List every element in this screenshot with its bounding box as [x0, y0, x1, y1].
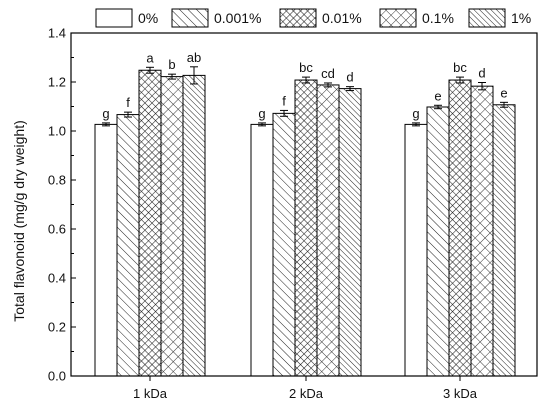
bar [316, 84, 340, 377]
legend-label: 0% [138, 10, 158, 26]
data-label: e [434, 88, 441, 103]
y-tick-label: 0.0 [48, 369, 66, 384]
bar [160, 76, 184, 377]
legend-label: 1% [511, 10, 531, 26]
data-label: g [412, 106, 419, 121]
y-tick-label: 0.4 [48, 271, 66, 286]
bar [250, 123, 274, 377]
data-label: d [346, 70, 353, 85]
bar [294, 79, 318, 377]
y-tick-label: 0.8 [48, 173, 66, 188]
bar [94, 123, 118, 377]
data-label: f [126, 95, 130, 110]
legend-label: 0.001% [214, 10, 261, 26]
data-label: cd [321, 66, 335, 81]
bar [404, 123, 428, 377]
bar [426, 106, 450, 377]
y-tick-label: 0.2 [48, 320, 66, 335]
legend-swatch [279, 8, 317, 28]
bar [272, 112, 296, 377]
legend-swatch [379, 8, 417, 28]
y-tick-label: 1.4 [48, 26, 66, 41]
bar [470, 85, 494, 377]
legend-swatch [171, 8, 209, 28]
y-tick-label: 1.2 [48, 75, 66, 90]
bar [338, 88, 362, 377]
data-label: e [500, 85, 507, 100]
axes: 0.0 0.2 0.4 0.6 0.8 1.0 1.2 1.4 1 kDa 2 kDa 3 kDa [48, 26, 538, 401]
legend-label: 0.01% [322, 10, 362, 26]
legend-label: 0.1% [422, 10, 454, 26]
y-tick-label: 0.6 [48, 222, 66, 237]
x-tick-label: 2 kDa [289, 386, 324, 401]
data-label: a [146, 50, 154, 65]
bar [182, 74, 206, 377]
bar [492, 104, 516, 377]
y-tick-label: 1.0 [48, 124, 66, 139]
data-label: g [102, 106, 109, 121]
bar [138, 69, 162, 377]
bar [116, 114, 140, 377]
x-tick-label: 1 kDa [133, 386, 168, 401]
legend-swatch [95, 8, 133, 28]
data-label: b [168, 57, 175, 72]
data-label: bc [453, 60, 467, 75]
data-label: bc [299, 60, 313, 75]
data-label: g [258, 106, 265, 121]
data-label: ab [187, 50, 201, 65]
legend: 0% 0.001% 0.01% 0.1% 1% [95, 8, 531, 28]
data-label: d [478, 65, 485, 80]
x-tick-label: 3 kDa [443, 386, 478, 401]
legend-swatch [468, 8, 506, 28]
data-label: f [282, 93, 286, 108]
y-axis-title: Total flavonoid (mg/g dry weight) [11, 120, 27, 322]
bar [448, 79, 472, 377]
